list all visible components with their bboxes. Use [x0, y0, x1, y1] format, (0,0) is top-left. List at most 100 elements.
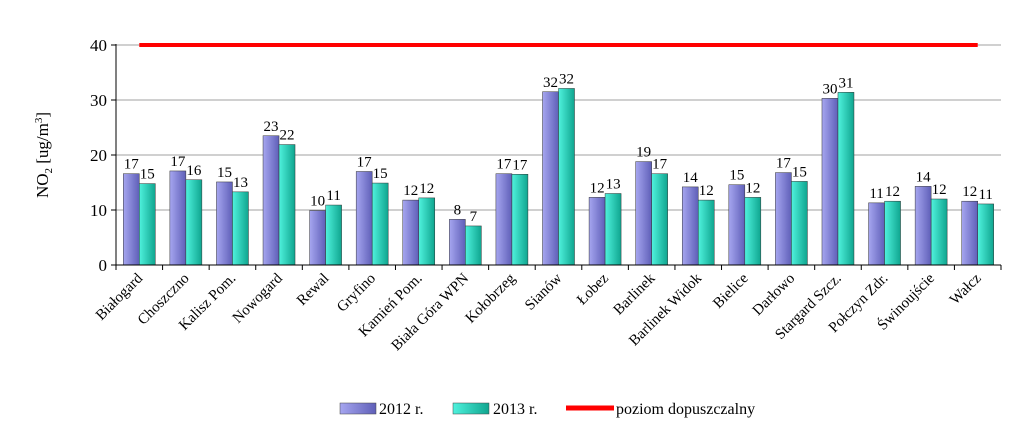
data-label: 13 — [606, 177, 621, 193]
legend-label-2013: 2013 r. — [493, 401, 537, 418]
bar-2012 — [588, 197, 606, 266]
y-tick-label: 40 — [90, 36, 107, 55]
x-tick-label: Kołobrzeg — [463, 270, 519, 326]
data-label: 23 — [264, 119, 279, 135]
bar-2012 — [123, 173, 140, 266]
bar-2012 — [775, 172, 792, 266]
data-label: 17 — [496, 157, 512, 173]
bar-2012 — [449, 219, 466, 266]
y-axis-label-sup: 3 — [33, 117, 45, 123]
y-axis-label-main: NO — [33, 173, 52, 198]
data-label: 17 — [776, 156, 792, 172]
legend-swatch-2013 — [452, 402, 490, 415]
x-tick-label: Wałcz — [947, 270, 985, 308]
bar-2012 — [821, 98, 839, 266]
bar-2013 — [511, 174, 529, 266]
y-axis-label-rest: [ug/m — [33, 123, 52, 168]
data-label: 17 — [170, 154, 186, 170]
x-tick-label: Łobez — [574, 270, 612, 308]
bar-2012 — [495, 173, 513, 266]
data-label: 7 — [470, 209, 478, 225]
data-label: 17 — [357, 155, 373, 171]
data-label: 16 — [186, 163, 202, 179]
bar-2013 — [465, 225, 482, 266]
bar-2013 — [930, 198, 948, 266]
data-label: 15 — [140, 167, 155, 183]
data-label: 17 — [512, 157, 528, 173]
bar-2013 — [697, 199, 715, 266]
data-label: 30 — [822, 81, 837, 97]
bar-2012 — [262, 135, 280, 266]
data-label: 32 — [559, 71, 574, 87]
data-label: 22 — [280, 128, 295, 144]
data-label: 12 — [932, 182, 947, 198]
data-label: 15 — [217, 165, 232, 181]
bar-2013 — [139, 183, 156, 266]
data-label: 12 — [699, 183, 714, 199]
x-tick-label: Bielice — [710, 270, 752, 312]
bar-2012 — [355, 171, 373, 266]
data-label: 12 — [419, 181, 434, 197]
y-axis-title: NO2 [ug/m3] — [33, 112, 55, 198]
y-axis-label: NO2 [ug/m3] — [33, 112, 55, 198]
data-label: 17 — [652, 157, 668, 173]
y-tick-label: 20 — [90, 146, 107, 165]
bars — [123, 88, 994, 266]
bar-2013 — [185, 179, 203, 266]
bar-2012 — [961, 200, 978, 266]
data-label: 8 — [454, 202, 462, 218]
data-label: 12 — [962, 184, 977, 200]
y-axis-label-end: ] — [33, 112, 52, 118]
data-label: 12 — [885, 184, 900, 200]
x-tick-label: Nowogard — [230, 270, 286, 326]
x-tick-label: Rewal — [294, 271, 332, 309]
data-label: 32 — [543, 75, 558, 91]
data-label: 13 — [233, 175, 248, 191]
legend-label-limit: poziom dopuszczalny — [616, 401, 755, 418]
bar-2013 — [371, 182, 389, 266]
x-tick-label: Sianów — [522, 270, 565, 313]
bar-2013 — [977, 203, 994, 266]
x-tick-label: Barlinek — [611, 270, 659, 318]
bar-2013 — [791, 181, 808, 266]
bar-2012 — [402, 199, 420, 266]
data-label: 15 — [373, 166, 388, 182]
data-label: 12 — [745, 180, 760, 196]
bar-2013 — [325, 204, 342, 266]
data-label: 11 — [326, 188, 340, 204]
x-tick-label: Gryfino — [334, 271, 379, 316]
legend: 2012 r. 2013 r. poziom dopuszczalny — [339, 401, 755, 418]
bar-2013 — [232, 191, 249, 266]
bar-2012 — [914, 186, 932, 266]
bar-2013 — [884, 200, 901, 266]
data-label: 15 — [729, 168, 744, 184]
bar-2012 — [681, 186, 699, 266]
legend-swatch-2012 — [339, 402, 377, 415]
data-label: 14 — [683, 170, 699, 186]
data-label: 31 — [838, 75, 853, 91]
bar-2013 — [651, 173, 668, 266]
bar-2013 — [418, 197, 436, 266]
bar-2013 — [558, 88, 575, 266]
bar-2012 — [216, 181, 233, 266]
data-label: 15 — [792, 164, 807, 180]
bar-2012 — [868, 202, 885, 266]
y-axis-label-sub: 2 — [43, 168, 55, 174]
bar-2012 — [542, 91, 559, 266]
bar-2013 — [837, 92, 855, 266]
bar-2013 — [744, 197, 762, 266]
bar-2012 — [728, 184, 746, 266]
bar-2012 — [309, 210, 326, 266]
bar-2012 — [635, 161, 652, 266]
legend-label-2012: 2012 r. — [379, 401, 423, 418]
bar-2012 — [169, 170, 187, 266]
y-tick-label: 10 — [90, 201, 107, 220]
data-label: 11 — [869, 186, 883, 202]
data-label: 14 — [916, 169, 932, 185]
data-label: 12 — [403, 183, 418, 199]
bar-2013 — [278, 144, 296, 266]
bar-2013 — [604, 193, 622, 266]
